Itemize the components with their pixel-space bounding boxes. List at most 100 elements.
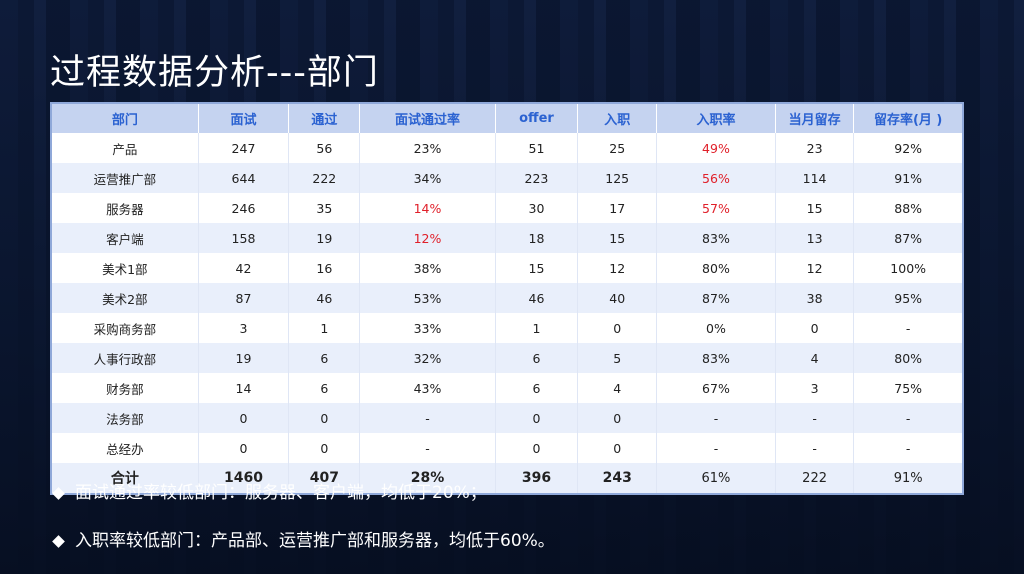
table-cell: 43% — [359, 373, 496, 403]
table-cell: 56 — [288, 133, 361, 163]
table-cell: 92% — [853, 133, 964, 163]
total-cell: 28% — [359, 463, 496, 494]
table-cell: 5 — [577, 343, 658, 373]
table-cell: - — [359, 403, 496, 433]
table-cell: 38% — [359, 253, 496, 283]
table-cell: 246 — [198, 193, 290, 223]
table-cell: 87% — [656, 283, 776, 313]
bullet-item: 面试通过率较低部门：服务器、客户端，均低于20%； — [50, 480, 555, 506]
table-cell: 33% — [359, 313, 496, 343]
table-cell: 1 — [495, 313, 579, 343]
table-row: 美术1部 42 16 38% 15 12 80% 12 100% — [51, 253, 964, 283]
diamond-bullet-icon — [52, 486, 65, 500]
table-cell: 6 — [495, 343, 579, 373]
table-cell: 3 — [775, 373, 855, 403]
table-cell: 法务部 — [51, 403, 199, 433]
page-title: 过程数据分析---部门 — [50, 53, 379, 93]
table-cell: 158 — [198, 223, 290, 253]
table-cell: 125 — [577, 163, 658, 193]
table-cell: 0 — [577, 313, 658, 343]
table-cell: 56% — [656, 163, 776, 193]
table-cell: 42 — [198, 253, 290, 283]
table-cell: 19 — [198, 343, 290, 373]
table-cell: 18 — [495, 223, 579, 253]
table-cell: 46 — [288, 283, 361, 313]
table-cell: 15 — [775, 193, 855, 223]
table-row: 人事行政部 19 6 32% 6 5 83% 4 80% — [51, 343, 964, 373]
table-cell: 222 — [288, 163, 361, 193]
table-cell: 95% — [853, 283, 964, 313]
total-cell: 407 — [288, 463, 361, 494]
table-cell: 67% — [656, 373, 776, 403]
table-cell: 0 — [288, 403, 361, 433]
total-cell: 61% — [656, 463, 776, 494]
table-cell: 3 — [198, 313, 290, 343]
total-cell: 396 — [495, 463, 579, 494]
department-data-table: 部门 面试 通过 面试通过率 offer 入职 入职率 当月留存 留存率(月 )… — [50, 102, 964, 495]
table-row: 产品 247 56 23% 51 25 49% 23 92% — [51, 133, 964, 163]
table-cell: 23% — [359, 133, 496, 163]
table-cell: 223 — [495, 163, 579, 193]
table-cell: 57% — [656, 193, 776, 223]
header-pass: 通过 — [288, 103, 361, 133]
table-cell: 13 — [775, 223, 855, 253]
table-cell: - — [775, 403, 855, 433]
table-cell: 34% — [359, 163, 496, 193]
table-cell: 40 — [577, 283, 658, 313]
table-cell: 88% — [853, 193, 964, 223]
table-cell: 总经办 — [51, 433, 199, 463]
table-cell: 客户端 — [51, 223, 199, 253]
table-row: 采购商务部 3 1 33% 1 0 0% 0- — [51, 313, 964, 343]
table-cell: 0 — [198, 403, 290, 433]
header-retention: 当月留存 — [775, 103, 855, 133]
total-cell: 243 — [577, 463, 658, 494]
table-row: 服务器 246 35 14% 30 17 57% 15 88% — [51, 193, 964, 223]
table-cell: 23 — [775, 133, 855, 163]
table-cell: 17 — [577, 193, 658, 223]
table-cell: 53% — [359, 283, 496, 313]
bullet-text: 入职率较低部门：产品部、运营推广部和服务器，均低于60%。 — [75, 531, 555, 551]
table-cell: 46 — [495, 283, 579, 313]
table-cell: 4 — [775, 343, 855, 373]
total-cell: 222 — [775, 463, 855, 494]
table-row: 财务部 14 6 43% 6 4 67% 3 75% — [51, 373, 964, 403]
total-cell: 1460 — [198, 463, 290, 494]
table-cell: 15 — [495, 253, 579, 283]
table-cell: 服务器 — [51, 193, 199, 223]
table-cell: 0% — [656, 313, 776, 343]
table-cell: 美术1部 — [51, 253, 199, 283]
table-row: 法务部 0 0-0 0- - - — [51, 403, 964, 433]
table-cell: 4 — [577, 373, 658, 403]
table-cell: - — [853, 403, 964, 433]
header-onboard: 入职 — [577, 103, 658, 133]
total-cell: 91% — [853, 463, 964, 494]
table-cell: 80% — [656, 253, 776, 283]
bullet-text: 面试通过率较低部门：服务器、客户端，均低于20%； — [75, 483, 487, 503]
table-cell: 1 — [288, 313, 361, 343]
table-cell: 0 — [775, 313, 855, 343]
table-cell: 51 — [495, 133, 579, 163]
table-row: 美术2部 87 46 53% 46 40 87% 38 95% — [51, 283, 964, 313]
table-cell: 财务部 — [51, 373, 199, 403]
bullet-item: 入职率较低部门：产品部、运营推广部和服务器，均低于60%。 — [50, 528, 555, 554]
table-cell: - — [656, 403, 776, 433]
table-cell: 12 — [775, 253, 855, 283]
table-cell: 0 — [495, 403, 579, 433]
table-cell: 87% — [853, 223, 964, 253]
summary-bullets: 面试通过率较低部门：服务器、客户端，均低于20%； 入职率较低部门：产品部、运营… — [50, 480, 555, 554]
header-onboard-rate: 入职率 — [656, 103, 776, 133]
table-cell: - — [853, 313, 964, 343]
table-cell: 12 — [577, 253, 658, 283]
table-cell: - — [775, 433, 855, 463]
table-cell: 产品 — [51, 133, 199, 163]
table-cell: 采购商务部 — [51, 313, 199, 343]
table-row: 总经办 0 0-0 0- - - — [51, 433, 964, 463]
table-cell: 30 — [495, 193, 579, 223]
table-cell: 12% — [359, 223, 496, 253]
table-cell: 100% — [853, 253, 964, 283]
table-cell: - — [359, 433, 496, 463]
table-cell: 49% — [656, 133, 776, 163]
table-row: 运营推广部 644 222 34% 223 125 56% 114 91% — [51, 163, 964, 193]
table-cell: 0 — [288, 433, 361, 463]
table-cell: 14 — [198, 373, 290, 403]
